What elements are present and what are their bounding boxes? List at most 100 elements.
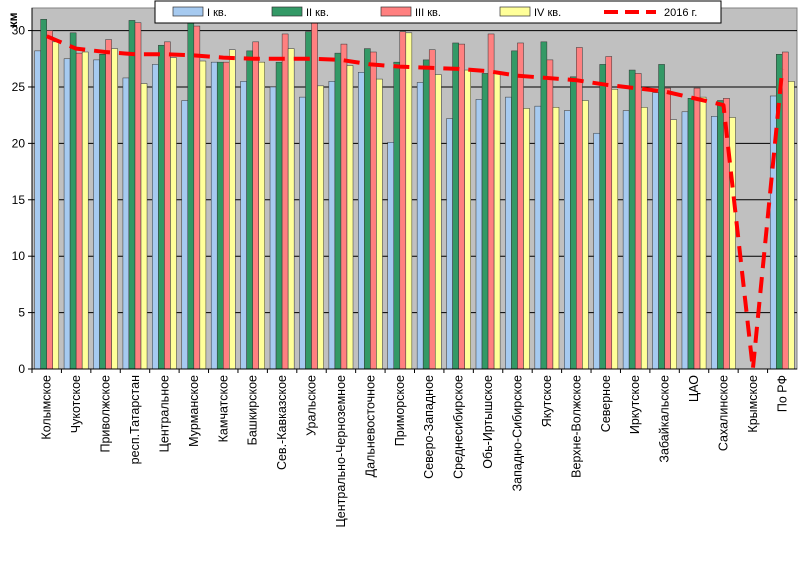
category-label: Дальневосточное [363, 375, 377, 477]
bar [464, 69, 471, 370]
bar [240, 81, 247, 370]
bar [534, 105, 542, 370]
bar [199, 60, 207, 370]
bar [105, 39, 112, 370]
bar [334, 52, 342, 370]
category-label: Иркутское [628, 375, 642, 434]
bar [717, 100, 724, 370]
category-label: Центрально-Черноземное [334, 375, 348, 527]
category-label: Башкирское [246, 375, 260, 445]
bar [52, 41, 60, 370]
bar [593, 132, 600, 370]
bar [216, 61, 224, 370]
bar [246, 50, 253, 370]
legend: I кв. II кв. III кв. IV кв. 2016 г. [154, 0, 722, 24]
bars [34, 19, 795, 370]
bar [605, 56, 613, 370]
bar [634, 73, 642, 370]
bar [46, 30, 53, 370]
bar [517, 42, 524, 370]
bar [540, 41, 548, 370]
legend-swatch [271, 6, 303, 17]
category-label: Сахалинское [716, 375, 730, 451]
bar [776, 54, 783, 370]
bar [328, 81, 336, 370]
bar [687, 98, 695, 370]
legend-swatch [172, 6, 204, 17]
bar [711, 116, 718, 370]
bar [193, 25, 201, 370]
bar [681, 111, 689, 370]
bar [405, 32, 413, 370]
bar [387, 142, 395, 370]
bar [134, 22, 142, 370]
category-label: ЦАО [687, 375, 701, 402]
bar [275, 61, 283, 370]
category-labels: Колымское Чукотское Приволжское респ.Татарс… [40, 375, 790, 528]
bar [576, 47, 583, 370]
bar [399, 31, 407, 370]
bar [458, 43, 465, 370]
bar [788, 81, 795, 370]
bar [376, 78, 383, 370]
axes: 0 5 10 15 20 25 30 [12, 8, 797, 376]
bar [611, 88, 619, 370]
bar [582, 100, 589, 370]
bar [782, 51, 789, 370]
bar [640, 107, 648, 370]
bar [570, 76, 577, 370]
bar [152, 64, 159, 370]
bar [452, 42, 459, 370]
bar [158, 44, 165, 370]
bar [75, 52, 83, 370]
bar [99, 54, 106, 370]
bar [416, 82, 424, 370]
category-label: Северное [599, 375, 613, 432]
bar [93, 59, 100, 370]
bar [69, 32, 77, 370]
bar [652, 92, 659, 370]
bar [723, 98, 730, 370]
category-label: Центральное [157, 375, 171, 452]
bar [370, 51, 377, 370]
bar [393, 61, 401, 370]
bar [475, 99, 483, 370]
y-tick-label: 25 [12, 80, 26, 94]
bar [223, 61, 230, 370]
legend-label: I кв. [207, 7, 227, 19]
bar [358, 72, 365, 370]
bar [305, 31, 312, 370]
bar [40, 19, 47, 370]
category-label: Колымское [40, 375, 54, 440]
bar [128, 20, 136, 370]
bar [317, 85, 324, 370]
bar [487, 33, 495, 370]
bar [422, 59, 430, 370]
bar [664, 87, 671, 370]
category-label: Приволжское [99, 375, 113, 453]
legend-label: II кв. [306, 7, 329, 19]
bar [63, 58, 71, 370]
legend-box [154, 0, 722, 24]
bar [122, 77, 130, 370]
category-label: Среднесибирское [452, 375, 466, 479]
bar [170, 57, 177, 370]
bar [670, 119, 677, 370]
bar [258, 61, 265, 370]
y-tick-label: 30 [12, 24, 26, 38]
bar [658, 64, 665, 370]
category-label: Камчатское [216, 375, 230, 442]
y-tick-label: 20 [12, 136, 26, 150]
bar [346, 65, 354, 370]
bar [622, 110, 630, 370]
category-label: Северо-Западное [422, 375, 436, 479]
category-label: респ.Татарстан [128, 375, 142, 464]
category-label: Крымское [746, 375, 760, 433]
legend-swatch [380, 6, 412, 17]
bar [505, 96, 512, 370]
category-label: По РФ [775, 375, 789, 412]
y-tick-label: 0 [18, 362, 25, 376]
bar [428, 49, 436, 370]
category-label: Уральское [305, 375, 319, 436]
bar [481, 73, 489, 370]
